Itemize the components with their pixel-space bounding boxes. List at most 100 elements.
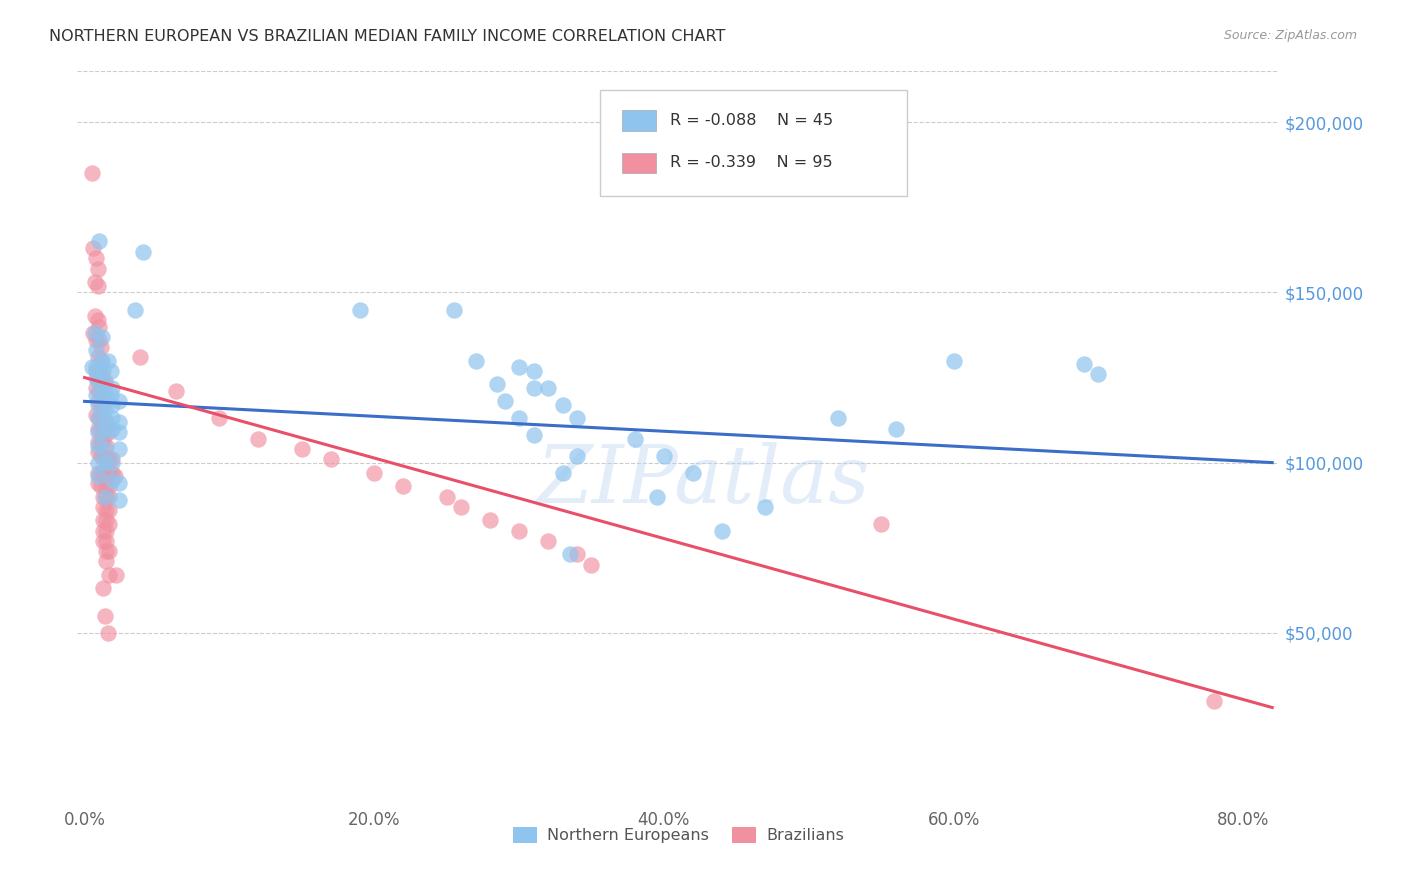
Point bbox=[89, 353, 111, 368]
Point bbox=[84, 360, 107, 375]
Bar bbox=[621, 153, 655, 173]
Point bbox=[93, 533, 115, 548]
Point bbox=[94, 490, 117, 504]
Point bbox=[84, 408, 107, 422]
Point bbox=[86, 374, 108, 388]
Text: R = -0.339    N = 95: R = -0.339 N = 95 bbox=[671, 155, 832, 170]
Point bbox=[86, 312, 108, 326]
Point bbox=[86, 425, 108, 439]
Point bbox=[89, 435, 111, 450]
Point bbox=[86, 278, 108, 293]
Point bbox=[508, 524, 530, 538]
Point bbox=[101, 473, 124, 487]
Point bbox=[98, 466, 121, 480]
Point bbox=[98, 516, 121, 531]
Point bbox=[93, 582, 115, 596]
Legend: Northern Europeans, Brazilians: Northern Europeans, Brazilians bbox=[506, 821, 851, 850]
Point bbox=[128, 350, 150, 364]
Point bbox=[93, 387, 115, 401]
Point bbox=[1204, 694, 1226, 708]
Point bbox=[94, 456, 117, 470]
Point bbox=[710, 524, 733, 538]
Point bbox=[98, 503, 121, 517]
Point bbox=[86, 445, 108, 459]
Point bbox=[96, 503, 118, 517]
Point bbox=[104, 469, 127, 483]
Point bbox=[93, 449, 115, 463]
Point bbox=[86, 398, 108, 412]
Point bbox=[349, 302, 371, 317]
Point bbox=[450, 500, 472, 514]
Point bbox=[98, 490, 121, 504]
Point bbox=[82, 241, 104, 255]
Point bbox=[96, 544, 118, 558]
Point bbox=[101, 456, 124, 470]
Point bbox=[1073, 357, 1095, 371]
Point bbox=[464, 353, 486, 368]
Point bbox=[93, 513, 115, 527]
Point bbox=[682, 466, 704, 480]
Point bbox=[942, 353, 965, 368]
Point bbox=[551, 398, 574, 412]
Point bbox=[87, 384, 110, 399]
Point bbox=[94, 415, 117, 429]
Point bbox=[565, 449, 588, 463]
Point bbox=[97, 625, 120, 640]
Point bbox=[537, 381, 560, 395]
Point bbox=[89, 340, 111, 354]
Point bbox=[84, 333, 107, 347]
Point bbox=[101, 421, 124, 435]
Point bbox=[86, 435, 108, 450]
Point bbox=[83, 310, 105, 324]
Point bbox=[86, 439, 108, 453]
Point bbox=[89, 421, 111, 435]
Text: Source: ZipAtlas.com: Source: ZipAtlas.com bbox=[1223, 29, 1357, 42]
Point bbox=[652, 449, 675, 463]
Point bbox=[131, 244, 153, 259]
Point bbox=[101, 398, 124, 412]
Point bbox=[93, 500, 115, 514]
Point bbox=[208, 411, 231, 425]
Point bbox=[96, 490, 118, 504]
Point bbox=[96, 452, 118, 467]
Point bbox=[827, 411, 849, 425]
Point bbox=[87, 333, 110, 347]
Point bbox=[98, 479, 121, 493]
Point bbox=[94, 425, 117, 439]
Point bbox=[870, 516, 893, 531]
Point bbox=[86, 475, 108, 490]
Point bbox=[80, 360, 103, 375]
Point bbox=[522, 428, 544, 442]
Point bbox=[165, 384, 187, 399]
Point bbox=[84, 387, 107, 401]
Point bbox=[91, 384, 114, 399]
Point bbox=[84, 381, 107, 395]
Point bbox=[624, 432, 647, 446]
Point bbox=[96, 425, 118, 439]
Point bbox=[551, 466, 574, 480]
Text: ZIPatlas: ZIPatlas bbox=[536, 442, 869, 520]
Point bbox=[84, 252, 107, 266]
Point bbox=[82, 326, 104, 341]
Point bbox=[581, 558, 603, 572]
Point bbox=[754, 500, 776, 514]
Point bbox=[436, 490, 458, 504]
Point bbox=[98, 567, 121, 582]
Text: R = -0.088    N = 45: R = -0.088 N = 45 bbox=[671, 113, 834, 128]
Point bbox=[522, 381, 544, 395]
Point bbox=[94, 442, 117, 456]
Point bbox=[108, 493, 131, 508]
Point bbox=[91, 411, 114, 425]
Point bbox=[86, 421, 108, 435]
Point bbox=[443, 302, 465, 317]
Point bbox=[93, 421, 115, 435]
Point bbox=[486, 377, 509, 392]
Point bbox=[96, 439, 118, 453]
Point bbox=[86, 466, 108, 480]
Point bbox=[319, 452, 342, 467]
Point bbox=[83, 275, 105, 289]
Point bbox=[537, 533, 560, 548]
Point bbox=[645, 490, 668, 504]
Point bbox=[89, 479, 111, 493]
Point bbox=[108, 425, 131, 439]
